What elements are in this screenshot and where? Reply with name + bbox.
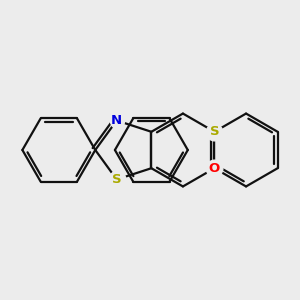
Text: S: S: [112, 173, 122, 186]
Text: S: S: [210, 125, 219, 138]
Text: N: N: [111, 114, 122, 127]
Text: O: O: [209, 162, 220, 175]
